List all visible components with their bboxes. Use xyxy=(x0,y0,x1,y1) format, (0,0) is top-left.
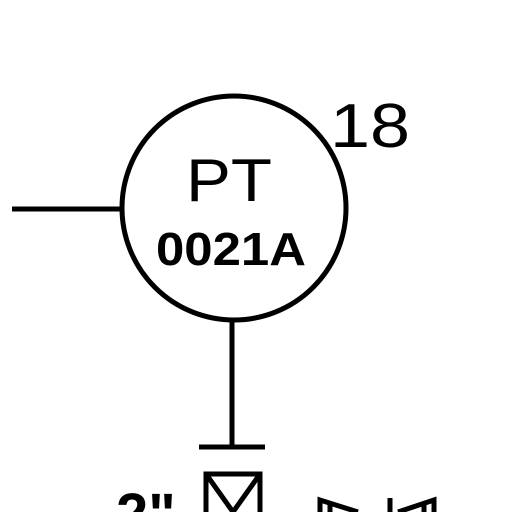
valve-diagonal-right xyxy=(230,472,263,512)
instrument-tag-letters: PT xyxy=(186,147,272,214)
root-valve-symbol[interactable] xyxy=(203,471,263,512)
line-size-label: 2" xyxy=(116,482,176,512)
gate-valve-symbol[interactable] xyxy=(317,496,437,512)
callout-number: 18 xyxy=(330,92,410,161)
valve-triangle-left xyxy=(317,496,359,512)
instrument-tag-number: 0021A xyxy=(156,223,306,275)
valve-triangle-right xyxy=(397,496,437,512)
valve-diagonal-left xyxy=(203,472,236,512)
valve-body xyxy=(203,471,263,512)
